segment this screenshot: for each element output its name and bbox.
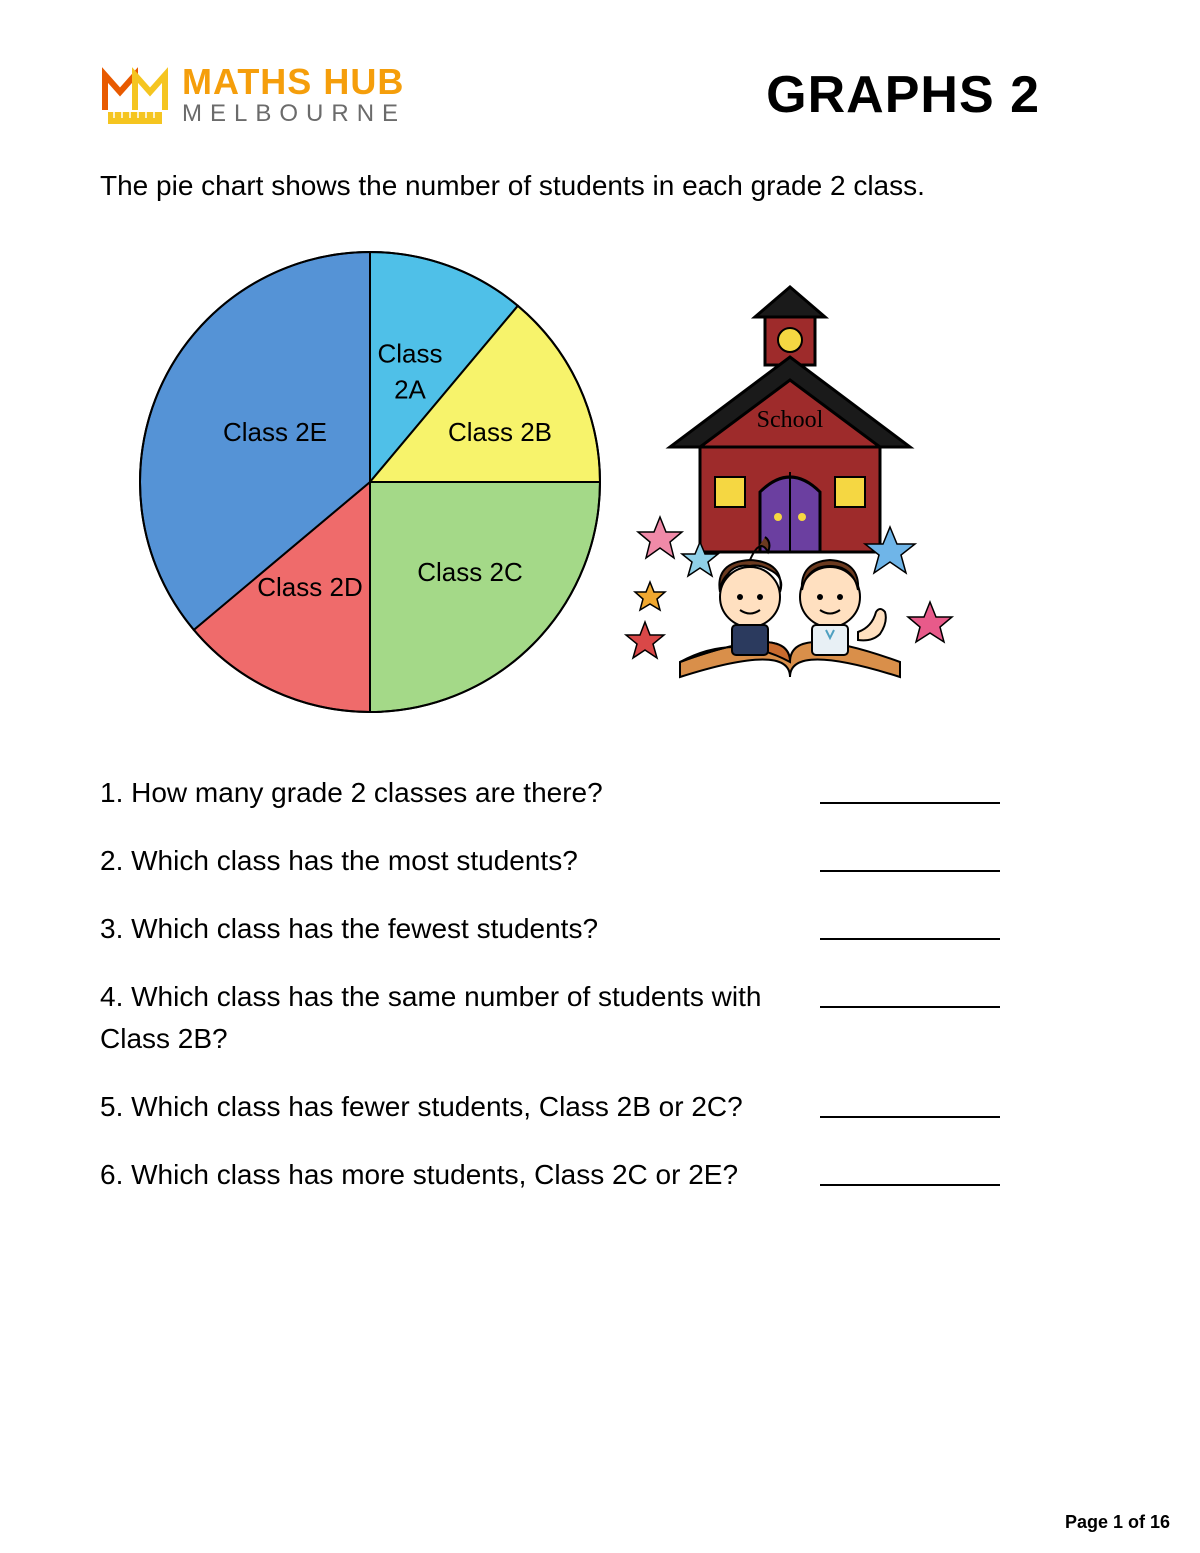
intro-text: The pie chart shows the number of studen… [100,170,1100,202]
question-text: 4. Which class has the same number of st… [100,976,820,1060]
question-row: 3. Which class has the fewest students? [100,908,1100,950]
question-row: 1. How many grade 2 classes are there? [100,772,1100,814]
question-text: 3. Which class has the fewest students? [100,908,820,950]
question-row: 6. Which class has more students, Class … [100,1154,1100,1196]
pie-slice-label: Class 2B [448,414,552,450]
question-row: 2. Which class has the most students? [100,840,1100,882]
answer-blank[interactable] [820,776,1000,804]
logo: MATHS HUB MELBOURNE [100,60,406,130]
answer-blank[interactable] [820,980,1000,1008]
question-row: 4. Which class has the same number of st… [100,976,1100,1060]
question-text: 1. How many grade 2 classes are there? [100,772,820,814]
answer-blank[interactable] [820,912,1000,940]
page-footer: Page 1 of 16 [1065,1512,1170,1533]
logo-icon [100,60,170,130]
pie-chart: Class2AClass 2B Class 2C Class 2D Class 2E [130,242,610,722]
question-text: 5. Which class has fewer students, Class… [100,1086,820,1128]
question-text: 6. Which class has more students, Class … [100,1154,820,1196]
header: MATHS HUB MELBOURNE GRAPHS 2 [100,60,1100,130]
page-title: GRAPHS 2 [766,65,1040,125]
pie-slice-label: Class2A [377,336,442,409]
answer-blank[interactable] [820,1158,1000,1186]
pie-slice [370,482,600,712]
school-illustration: School [620,282,960,682]
school-label: School [757,407,824,433]
question-text: 2. Which class has the most students? [100,840,820,882]
chart-area: Class2AClass 2B Class 2C Class 2D Class 2E [100,242,1100,722]
pie-slice-label: Class 2C [417,554,522,590]
pie-slice-label: Class 2E [223,414,327,450]
logo-main-text: MATHS HUB [182,64,406,100]
answer-blank[interactable] [820,1090,1000,1118]
question-row: 5. Which class has fewer students, Class… [100,1086,1100,1128]
logo-sub-text: MELBOURNE [182,102,406,126]
answer-blank[interactable] [820,844,1000,872]
questions: 1. How many grade 2 classes are there? 2.… [100,772,1100,1196]
pie-slice-label: Class 2D [257,569,362,605]
